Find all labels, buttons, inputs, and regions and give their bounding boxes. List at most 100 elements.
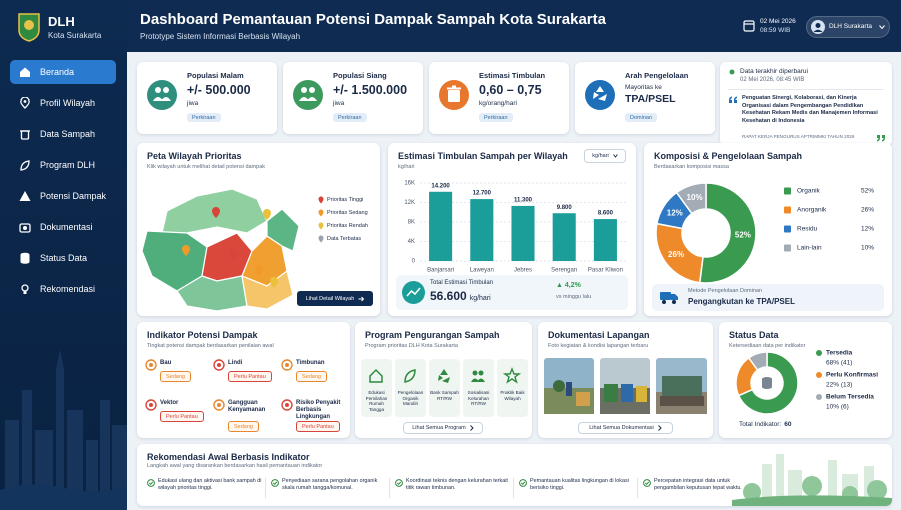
kpi-card: Estimasi Timbulan 0,60 – 0,75 kg/orang/har… [429,62,569,134]
program-tile[interactable]: Edukasi Pemilahan Rumah Tangga [361,359,392,417]
legend-dot [816,350,822,356]
menu-item[interactable]: Data Sampah [10,122,116,146]
page-subtitle: Prototype Sistem Informasi Berbasis Wila… [140,32,301,41]
menu-item[interactable]: Potensi Dampak [10,184,116,208]
legend-label: Lain-lain [797,245,822,252]
chart-subtitle: Ketersediaan data per indikator [729,343,806,349]
chart-title: Estimasi Timbulan Sampah per Wilayah [398,151,568,161]
menu-item[interactable]: Dokumentasi [10,215,116,239]
summary-box: Total Estimasi Timbulan 56.600 kg/hari ▲… [396,275,628,310]
summary-value: 56.600 kg/hari [430,289,491,303]
donut-chart: 52% Organik 52% 26% Anorganik 26% 12% Residu 12%… [655,182,874,283]
legend-dot [816,394,822,400]
chart-subtitle: Berdasarkan komposisi massa [654,164,729,170]
program-card: Program Pengurangan Sampah Program prior… [355,322,532,438]
icon [145,399,157,411]
truck-icon [660,292,678,304]
value-label: 8.600 [598,211,614,217]
legend-dot [816,372,822,378]
icon [20,160,30,171]
menu-label: Data Sampah [40,129,96,139]
summary-change-note: vs minggu lalu [556,294,592,300]
program-tile[interactable]: Bank Sampah RT/RW [429,359,460,417]
legend-value: 12% [861,226,874,233]
divider [728,89,884,90]
user-name: DLH Surakarta [829,23,872,30]
bar-chart: 0 4K 8K 12K 16K 14.200 Banjarsari 12.700 Laweyan… [404,181,626,273]
menu-item[interactable]: Rekomendasi [10,277,116,301]
y-tick-label: 16K [404,181,415,187]
program-tile[interactable]: Pengelolaan Organik Mandiri [395,359,426,417]
separator [265,478,266,498]
indicator-name: Risiko Penyakit Berbasis Lingkungan [296,400,341,421]
y-tick-label: 0 [412,259,416,265]
card-title: Rekomendasi Awal Berbasis Indikator [147,452,310,462]
menu-item[interactable]: Profil Wilayah [10,91,116,115]
update-label: Data terakhir diperbarui [740,68,808,75]
kpi-value: +/- 500.000 [187,83,251,97]
legend-swatch [784,244,791,252]
chevron [612,154,618,158]
recommendation-text: Percepatan integrasi data untuk pengambi… [654,478,742,492]
map-region[interactable] [266,208,300,252]
user-menu[interactable]: DLH Surakarta [806,16,890,38]
donut-segment [737,351,799,415]
program-button[interactable]: Lihat Semua Program [403,422,483,434]
kpi-card: Populasi Siang +/- 1.500.000 jiwa Perkiraan [283,62,423,134]
program-tile[interactable]: Sosialisasi Kelurahan RT/RW [463,359,494,417]
legend-swatch [784,206,791,214]
legend-label: Prioritas Rendah [327,223,368,229]
icon [318,235,324,243]
program-tile[interactable]: Praktik Baik Wilayah [497,359,528,417]
summary-change: ▲ 4,2% [556,282,581,289]
chart-title: Komposisi & Pengelolaan Sampah [654,151,803,161]
indicator-status: Perlu Pantau [160,411,204,422]
time: 08:59 WIB [760,27,791,34]
y-axis-label: kg/hari [398,164,415,170]
footer-value: Pengangkutan ke TPA/PSEL [688,297,795,306]
menu-item[interactable]: Beranda [10,60,116,84]
legend-value: 68% (41) [826,360,852,367]
summary-label: Total Estimasi Timbulan [430,280,494,286]
value-label: 12.700 [473,191,492,197]
recommendation-text: Penyediaan sarana pengolahan organik ska… [282,478,378,492]
program-label: Edukasi Pemilahan Rumah Tangga [365,390,388,413]
map-region[interactable] [241,269,294,310]
quote-source: RAPAT KERJA PENGURUS APTRIMMKI TAHUN 202… [742,134,855,139]
x-tick-label: Laweyan [470,268,494,273]
button-label: Lihat Detail Wilayah [305,295,355,302]
quote: Penguatan Sinergi, Kolaborasi, dan Kiner… [742,95,878,124]
legend-label: Residu [797,226,818,233]
card-subtitle: Program prioritas DLH Kota Surakarta [365,343,458,349]
menu-item[interactable]: Status Data [10,246,116,270]
icon [20,97,30,109]
map-button[interactable]: Lihat Detail Wilayah [297,291,373,306]
icon [439,80,469,110]
header: Dashboard Pemantauan Potensi Dampak Samp… [127,0,901,52]
menu-item[interactable]: Program DLH [10,153,116,177]
kpi-tag: Perkiraan [479,113,513,122]
documentation-card: Dokumentasi Lapangan Foto kegiatan & kon… [538,322,713,438]
icon [643,479,651,487]
legend-label: Organik [797,188,821,195]
card-subtitle: Foto kegiatan & kondisi lapangan terbaru [548,343,649,349]
indicator-card: Indikator Potensi Dampak Tingkat potensi… [137,322,350,438]
brand-sub: Kota Surakarta [48,31,102,40]
indicator-name: Gangguan Kenyamanan [228,400,266,414]
recommendation-text: Edukasi ulang dan aktivasi bank sampah d… [158,478,262,492]
documentation-button[interactable]: Lihat Semua Dokumentasi [578,422,673,434]
card-title: Dokumentasi Lapangan [548,330,650,340]
photo[interactable] [600,358,650,414]
legend-label: Prioritas Sedang [327,210,368,216]
icon [318,196,324,204]
program-label: Pengelolaan Organik Mandiri [397,390,424,407]
value-label: 14.200 [431,183,450,189]
calendar-icon [743,20,755,32]
icon [519,479,527,487]
icon [404,369,416,383]
photo[interactable] [656,358,707,414]
x-tick-label: Banjarsari [427,268,454,273]
unit-dropdown[interactable]: kg/hari [584,149,626,163]
photo[interactable] [544,358,594,414]
update-card: Data terakhir diperbarui 02 Mei 2026, 08… [720,62,892,146]
